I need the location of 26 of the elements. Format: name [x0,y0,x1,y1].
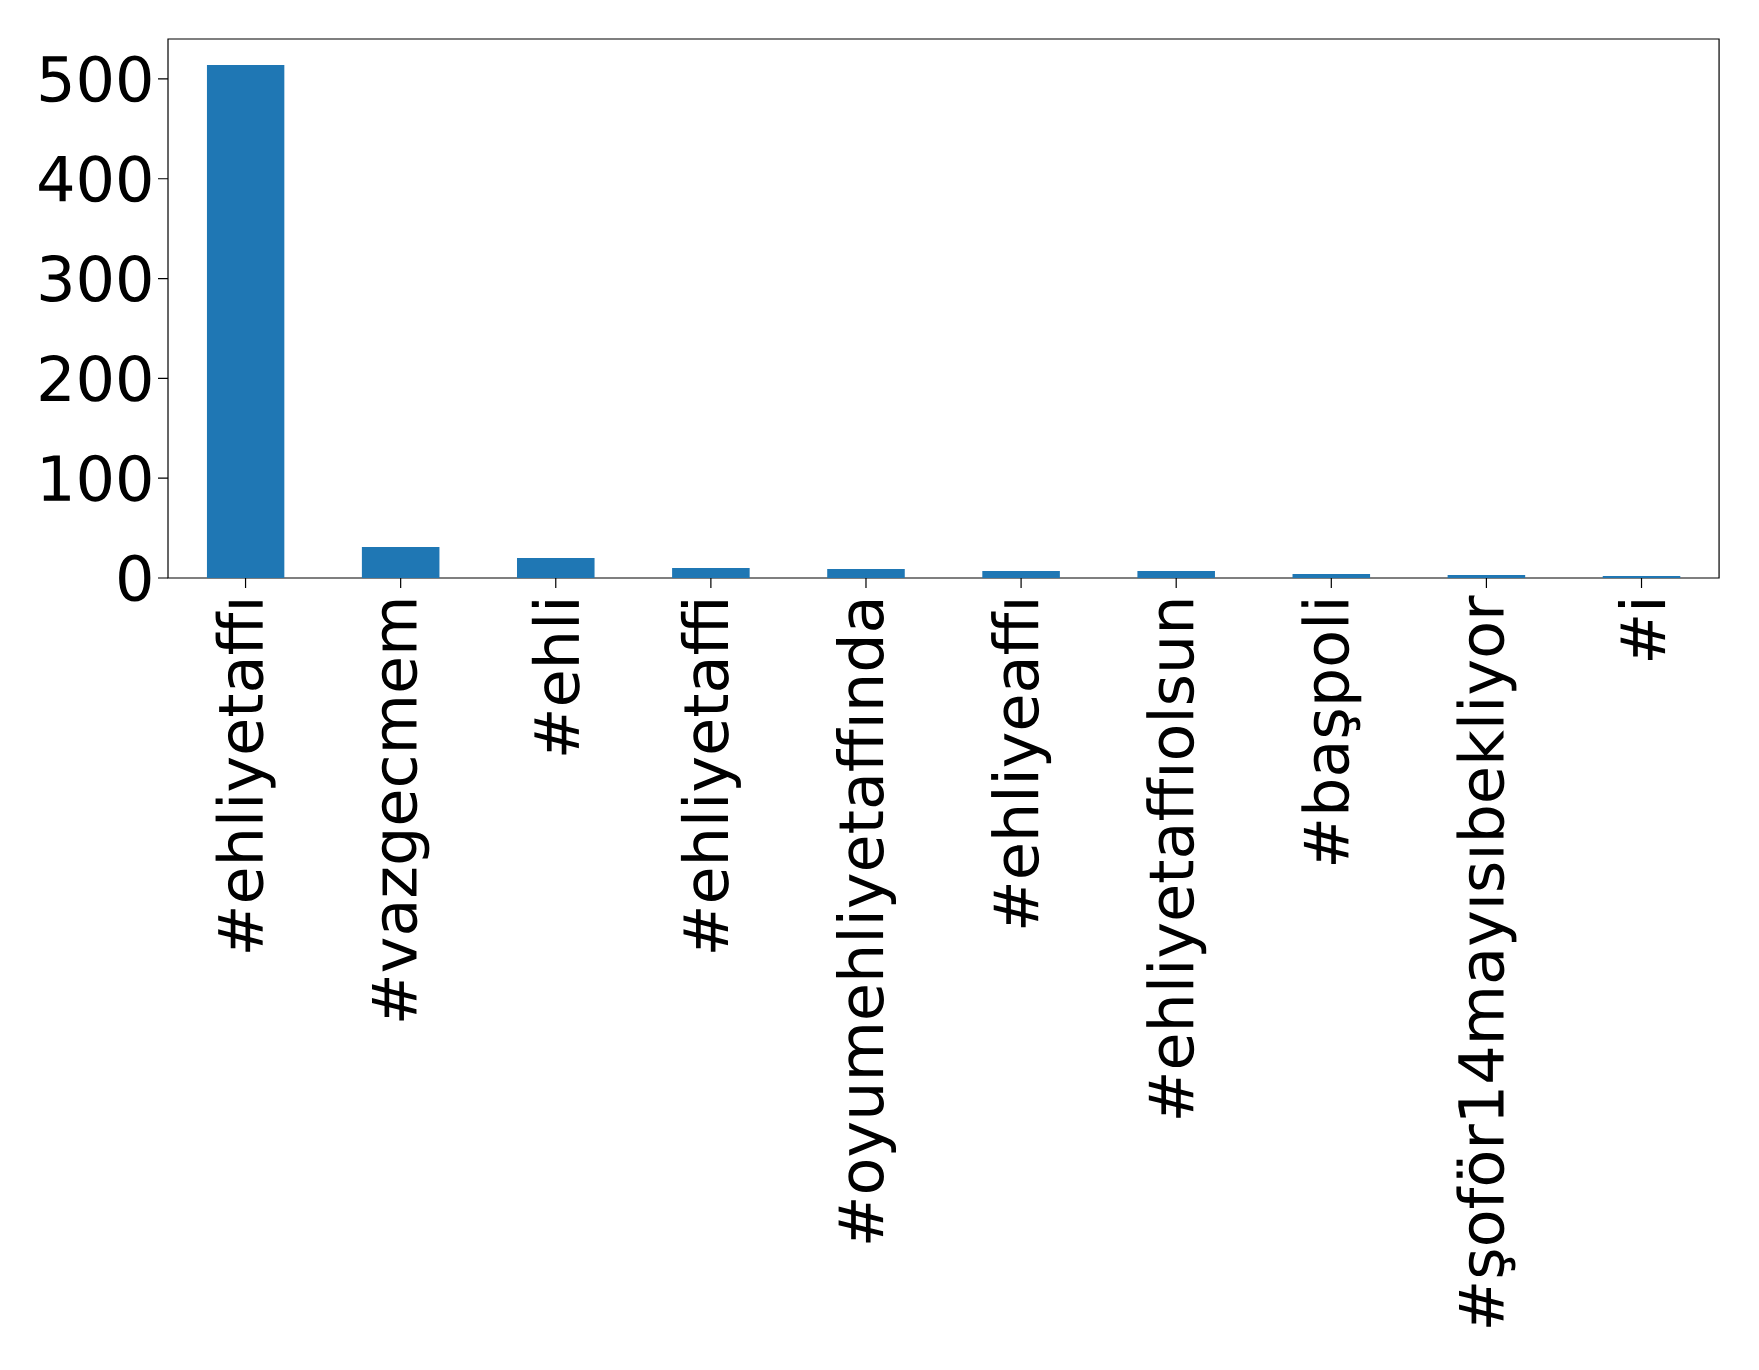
bar [1292,574,1371,578]
x-tick-label: #ehliyetaffi [680,601,741,952]
bar [827,569,905,578]
bar [1602,575,1681,578]
x-tick-label: #başpoli [1301,601,1362,865]
bar [1447,575,1526,578]
bar [672,568,750,578]
x-tick-label: #ehliyetaffıolsun [1146,600,1207,1118]
x-tick-label: #ehli [531,601,580,755]
x-tick-label: #şoför14mayısıbekliyor [1456,595,1517,1327]
bar [361,547,440,578]
bar [517,558,595,578]
bar [206,64,285,578]
y-tick-label: 300 [40,255,151,302]
y-tick-label: 200 [40,354,151,402]
y-tick-label: 0 [119,554,151,602]
bar [1137,571,1215,578]
x-tick-label: #vazgecmem [371,600,430,1021]
y-tick-label: 400 [39,155,151,203]
y-tick-label: 500 [40,55,151,103]
x-tick-label: #ehliyeaffı [991,601,1052,928]
x-tick-label: #oyumehliyetaffında [835,601,896,1243]
x-tick-label: #ehliyetaffı [215,601,276,952]
y-tick-label: 100 [42,454,151,502]
bar [982,571,1060,578]
x-tick-label: #i [1617,601,1666,660]
